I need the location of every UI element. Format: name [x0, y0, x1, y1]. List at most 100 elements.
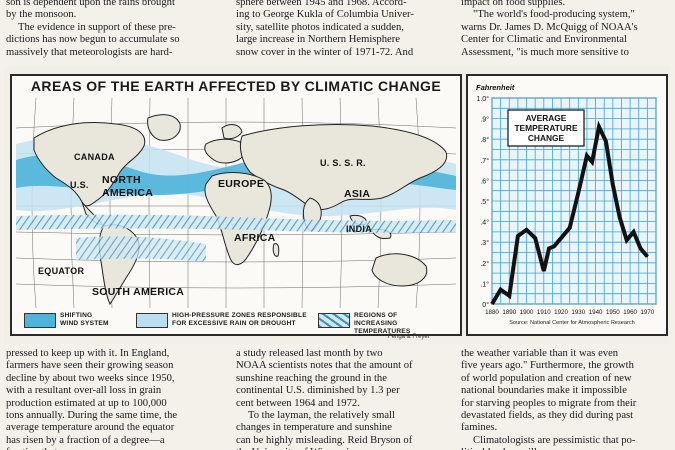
text-line: tons annually. During the same time, the — [6, 410, 178, 422]
label-us: U.S. — [70, 180, 89, 190]
text-line: fraction that ... — [6, 447, 228, 450]
y-tick-label: .1° — [480, 280, 489, 288]
text-column-top-2: sphere between 1945 and 1968. Accord-ing… — [236, 0, 448, 61]
text-line: Climatologists are pessimistic that po- — [473, 434, 636, 446]
text-line: of world population and creation of new — [461, 372, 632, 384]
y-tick-label: .6° — [480, 177, 489, 185]
label-north-america: NORTH AMERICA — [102, 174, 154, 199]
y-tick-label: .5° — [480, 198, 489, 206]
x-tick-label: 1970 — [640, 309, 654, 316]
text-line: dictions has now begun to accumulate so — [6, 34, 180, 46]
temperature-chart: 0° .1° .2° .3° .4° .5° .6° .7° .8° .9° 1.0° 1880 189… — [476, 83, 657, 326]
text-line: "The world's food-producing system," — [473, 9, 635, 21]
data-point — [612, 183, 614, 186]
text-line: production estimated at up to 100,000 — [6, 397, 167, 409]
text-line: farmers have seen their growing season — [6, 360, 174, 372]
text-line: decline by about two weeks since 1950, — [6, 372, 175, 384]
text-line: sity, satellite photos indicated a sudde… — [236, 21, 404, 33]
data-point — [591, 161, 593, 163]
text-line: massively that meteorologists are hard- — [6, 46, 173, 58]
text-line: NOAA scientists notes that the amount of — [236, 360, 413, 372]
legend-swatch-temperature — [318, 313, 350, 328]
data-point — [517, 235, 519, 237]
text-line: changes in temperature and sunshine — [236, 422, 392, 434]
text-line: The evidence in support of these pre- — [18, 21, 176, 33]
text-line: devastated fields, as they did during pa… — [461, 410, 634, 422]
text-line: son is dependent upon the rains brought — [6, 0, 175, 8]
text-line: Center for Climatic and Environmental — [461, 34, 627, 46]
x-tick-label: 1930 — [571, 309, 585, 316]
legend-label-temperature: REGIONS OF INCREASING TEMPERATURES — [354, 312, 411, 335]
text-column-top-1: son is dependent upon the rains brought b… — [6, 0, 228, 61]
text-line: ing to George Kukla of Columbia Univer- — [236, 9, 414, 21]
chart-source: Source: National Center for Atmospheric … — [509, 320, 635, 326]
label-asia: ASIA — [344, 188, 371, 200]
text-line: famines. — [461, 422, 498, 434]
text-line: a study released last month by two — [236, 348, 383, 359]
text-line: Assessment, "is much more sensitive to — [461, 46, 629, 58]
legend-label-high-pressure: HIGH-PRESSURE ZONES RESPONSIBLE FOR EXCE… — [172, 312, 307, 327]
y-tick-label: .9° — [480, 116, 489, 124]
increasing-temp-band-south — [76, 236, 206, 262]
text-line: snow cover in the winter of 1971-72. And — [236, 46, 414, 58]
chart-title-line: CHANGE — [528, 133, 565, 143]
data-point — [491, 303, 493, 305]
y-axis-label: Fahrenheit — [476, 83, 515, 92]
credit-line: Fenga & Freyer — [388, 334, 430, 340]
data-point — [569, 227, 571, 229]
y-tick-label: .2° — [480, 260, 489, 268]
text-line: sphere between 1945 and 1968. Accord- — [236, 0, 407, 8]
label-south-america: SOUTH AMERICA — [92, 286, 185, 298]
chart-title-line: TEMPERATURE — [514, 123, 578, 133]
y-tick-label: .4° — [480, 219, 489, 227]
label-india: INDIA — [346, 224, 372, 234]
text-line: has risen by a fraction of a degree—a — [6, 434, 165, 446]
legend-item-wind: SHIFTING WIND SYSTEM — [24, 310, 134, 330]
x-tick-label: 1960 — [623, 309, 637, 316]
legend-item-temperature: REGIONS OF INCREASING TEMPERATURES — [318, 310, 452, 335]
data-point — [534, 237, 536, 239]
text-line: with a resultant over-all loss in grain — [6, 385, 162, 397]
data-point — [560, 237, 562, 239]
legend-item-high-pressure: HIGH-PRESSURE ZONES RESPONSIBLE FOR EXCE… — [136, 310, 316, 330]
text-line: pressed to keep up with it. In England, — [6, 348, 170, 359]
data-point — [619, 216, 621, 219]
x-tick-label: 1880 — [485, 309, 499, 316]
world-map — [16, 98, 456, 308]
chart-title-box — [507, 109, 585, 147]
text-line: sunshine reaching the ground in the — [236, 372, 387, 384]
text-line: for starving peoples to migrate from the… — [461, 397, 637, 409]
label-equator: EQUATOR — [38, 266, 85, 276]
data-point — [646, 256, 648, 258]
data-point — [632, 231, 635, 233]
climate-figure: AREAS OF THE EARTH AFFECTED BY CLIMATIC … — [4, 66, 670, 344]
text-line: To the layman, the relatively small — [248, 410, 395, 422]
y-tick-label: .7° — [480, 157, 489, 165]
text-column-bottom-1: pressed to keep up with it. In England, f… — [6, 348, 228, 450]
data-point — [525, 229, 528, 231]
label-ussr: U. S. S. R. — [320, 158, 366, 168]
text-line: litical leaders will ... — [461, 447, 671, 450]
legend-label-wind: SHIFTING WIND SYSTEM — [60, 312, 109, 327]
text-column-top-3: impact on food supplies. "The world's foo… — [461, 0, 671, 61]
text-line: by the monsoon. — [6, 9, 77, 21]
data-point — [626, 239, 628, 241]
temperature-series-line — [490, 120, 649, 306]
text-line: continental U.S. diminished by 1.3 per — [236, 385, 400, 397]
y-tick-label: 1.0° — [476, 95, 489, 103]
text-line: five years ago." Furthermore, the growth — [461, 360, 634, 372]
x-tick-label: 1920 — [554, 309, 568, 316]
data-point — [605, 140, 607, 142]
data-point — [598, 126, 600, 128]
y-tick-label: 0° — [482, 301, 489, 309]
temperature-chart-panel: 0° .1° .2° .3° .4° .5° .6° .7° .8° .9° 1.0° 1880 189… — [466, 74, 668, 336]
x-tick-label: 1940 — [589, 309, 603, 316]
y-tick-label: .8° — [480, 136, 489, 144]
legend-swatch-high-pressure — [136, 313, 168, 328]
label-europe: EUROPE — [218, 178, 265, 190]
x-tick-label: 1950 — [606, 309, 620, 316]
map-legend: SHIFTING WIND SYSTEM HIGH-PRESSURE ZONES… — [20, 310, 452, 335]
increasing-temp-band — [16, 214, 456, 233]
data-point — [639, 247, 642, 249]
map-panel: AREAS OF THE EARTH AFFECTED BY CLIMATIC … — [10, 74, 462, 336]
